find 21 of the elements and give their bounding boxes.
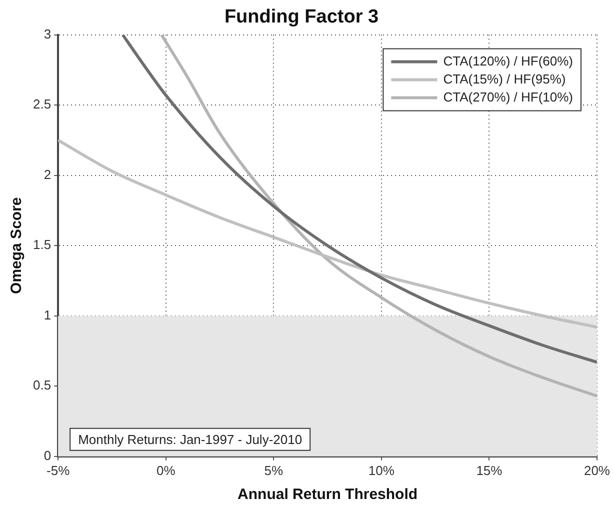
x-axis-title: Annual Return Threshold [238,486,418,504]
x-tick-label: 0% [156,462,176,478]
x-tick-label: 20% [584,462,610,478]
y-tick-label: 2.5 [32,96,52,112]
annotation: Monthly Returns: Jan-1997 - July-2010 [78,432,302,447]
x-tick-label: 15% [476,462,503,478]
legend-label: CTA(15%) / HF(95%) [443,71,566,86]
legend-label: CTA(270%) / HF(10%) [443,89,574,104]
legend-label: CTA(120%) / HF(60%) [443,53,574,68]
y-tick-label: 0 [44,448,52,463]
y-tick-label: 3 [44,26,52,42]
y-axis-title: Omega Score [8,197,26,294]
x-tick-label: 5% [264,462,284,478]
chart-title: Funding Factor 3 [224,6,379,28]
line-series [121,34,597,364]
x-tick-label: 10% [368,462,395,478]
y-tick-label: 1 [44,307,52,322]
y-tick-label: 0.5 [32,378,52,393]
x-tick-label: -5% [46,462,70,478]
y-tick-label: 2 [44,166,52,182]
y-tick-label: 1.5 [32,237,52,252]
